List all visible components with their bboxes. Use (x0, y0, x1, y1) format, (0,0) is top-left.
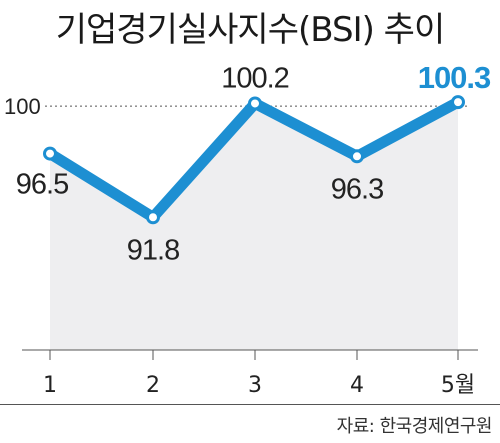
x-tick-label-2: 2 (146, 373, 160, 398)
data-label-5: 100.3 (418, 60, 491, 95)
data-point-2 (146, 210, 160, 225)
x-tick-label-4: 4 (350, 373, 364, 398)
data-label-2: 91.8 (127, 234, 179, 266)
x-tick-label-3: 3 (248, 373, 262, 398)
data-point-1 (43, 146, 57, 161)
data-label-1: 96.5 (16, 169, 68, 201)
data-point-5 (451, 95, 465, 110)
source-divider (0, 404, 500, 405)
reference-line-label: 100 (4, 94, 41, 119)
area-fill (50, 102, 458, 350)
data-label-3: 100.2 (221, 62, 289, 94)
data-point-3 (248, 96, 262, 111)
chart-title: 기업경기실사지수(BSI) 추이 (55, 10, 445, 50)
x-tick-label-1: 1 (43, 373, 57, 398)
data-point-4 (350, 149, 364, 164)
source-note: 자료: 한국경제연구원 (336, 416, 493, 437)
x-tick-label-5: 5월 (441, 373, 475, 398)
data-label-4: 96.3 (331, 173, 383, 205)
